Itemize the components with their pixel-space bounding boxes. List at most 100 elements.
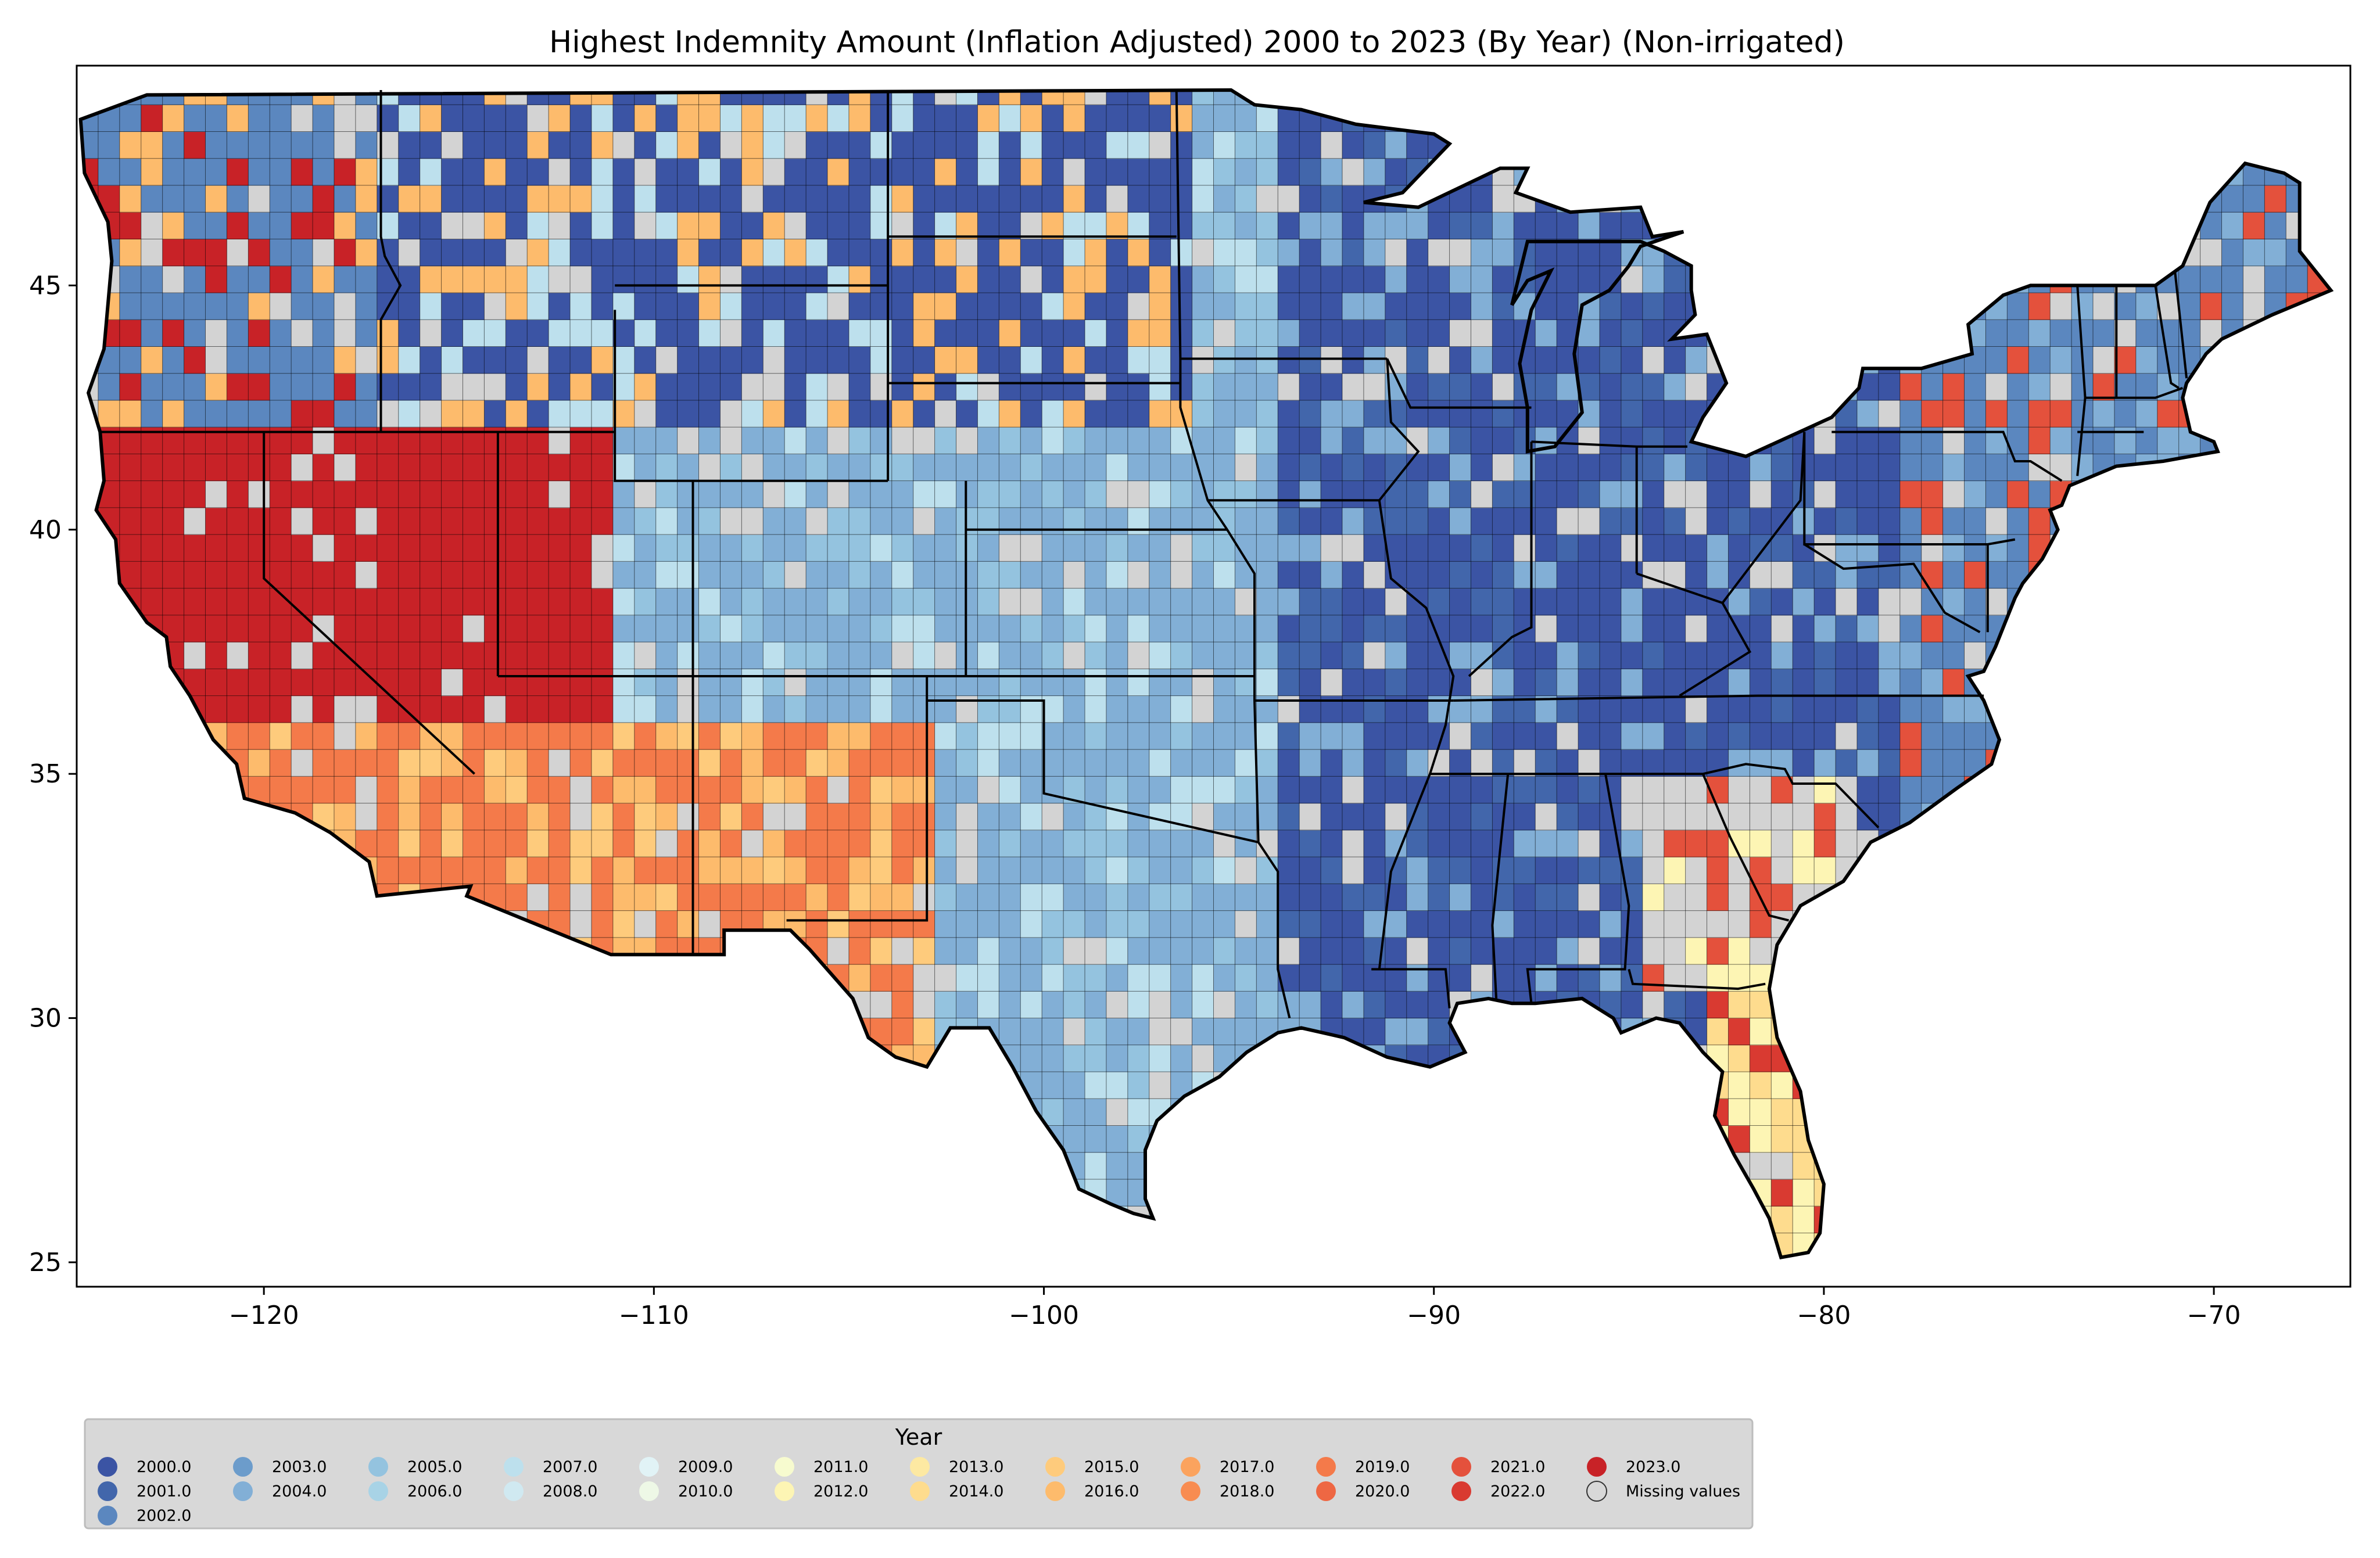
county-cell [1471,480,1493,508]
county-cell [634,910,657,938]
county-cell [1642,991,1665,1019]
county-cell [441,105,464,132]
county-cell [720,212,742,239]
county-cell [1685,749,1708,777]
county-cell [741,507,764,535]
county-cell [463,776,485,804]
county-cell [1793,561,1815,589]
county-cell [141,320,163,347]
county-cell [1449,857,1472,884]
county-cell [1299,749,1321,777]
county-cell [313,185,335,213]
county-cell [162,588,185,616]
county-cell [977,239,999,267]
county-cell [1471,749,1493,777]
county-cell [827,346,850,374]
county-cell [1578,749,1600,777]
county-cell [1321,776,1343,804]
county-cell [1836,749,1858,777]
county-cell [1342,991,1364,1019]
county-cell [205,588,227,616]
county-cell [763,265,785,293]
county-cell [1106,561,1128,589]
county-cell [1471,373,1493,401]
county-cell [2350,347,2372,374]
county-cell [1042,427,1064,454]
county-cell [1449,910,1472,938]
county-cell [1428,293,1450,320]
county-cell [248,722,270,750]
county-cell [1063,884,1085,911]
county-cell [162,293,185,320]
county-cell [1449,749,1472,777]
county-cell [1063,857,1085,884]
county-cell [1063,803,1085,831]
county-cell [1192,293,1214,320]
county-cell [1235,830,1257,857]
county-cell [956,803,978,831]
county-cell [934,158,957,186]
county-cell [1750,480,1772,508]
county-cell [934,588,957,616]
county-cell [1492,480,1514,508]
county-cell [1278,534,1300,562]
county-cell [720,884,742,911]
county-cell [1578,480,1600,508]
county-cell [1127,427,1150,454]
county-cell [1170,427,1193,454]
county-cell [1814,480,1836,508]
county-cell [1578,212,1600,239]
county-cell [827,212,850,239]
county-cell [1771,669,1793,697]
county-cell [1106,588,1128,616]
county-cell [1235,803,1257,831]
county-cell [784,884,807,911]
county-cell [1664,400,1686,428]
county-cell [1342,669,1364,697]
county-cell [1213,105,1235,132]
county-cell [1428,480,1450,508]
county-cell [977,588,999,616]
county-cell [612,400,635,428]
county-cell [484,293,506,320]
county-cell [1406,265,1429,293]
county-cell [634,695,657,723]
county-cell [484,642,506,669]
county-cell [1127,588,1150,616]
county-cell [2264,239,2286,267]
county-cell [677,320,700,347]
county-cell [913,346,935,374]
county-cell [1449,722,1472,750]
county-cell [506,534,528,562]
county-cell [1342,131,1364,159]
county-cell [377,454,399,482]
county-cell [141,454,163,482]
county-cell [655,642,678,669]
county-cell [1985,320,2008,347]
county-cell [1621,910,1643,938]
county-cell [1707,722,1729,750]
county-cell [1685,991,1708,1019]
x-tick-label: −90 [1407,1301,1461,1330]
county-cell [592,293,614,320]
county-cell [977,857,999,884]
county-cell [1449,239,1472,267]
county-cell [1492,749,1514,777]
county-cell [484,105,506,132]
county-cell [827,185,850,213]
county-cell [549,857,571,884]
county-cell [848,588,871,616]
county-cell [634,642,657,669]
county-cell [848,212,871,239]
county-cell [1342,964,1364,992]
county-cell [1771,776,1793,804]
county-cell [999,1018,1021,1046]
county-cell [1342,937,1364,965]
county-cell [1642,749,1665,777]
county-cell [1127,615,1150,642]
county-cell [1492,427,1514,454]
county-cell [655,265,678,293]
county-cell [827,615,850,642]
county-cell [1299,776,1321,804]
county-cell [334,669,356,697]
